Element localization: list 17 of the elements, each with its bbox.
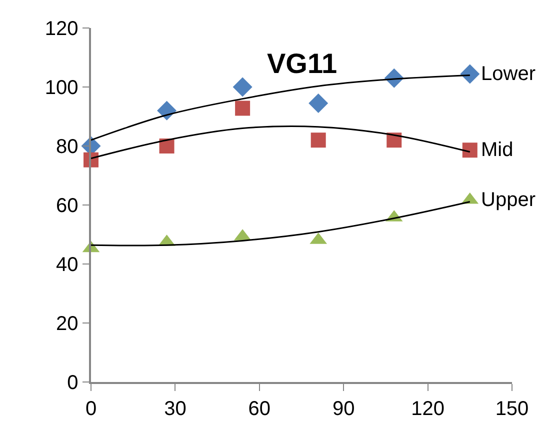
y-tick-label: 60 xyxy=(56,195,78,217)
y-tick-label: 0 xyxy=(67,372,78,394)
y-tick-label: 100 xyxy=(44,77,78,99)
text: VG11 xyxy=(267,48,338,79)
y-tick-label: 120 xyxy=(44,18,78,40)
x-tick-label: 150 xyxy=(495,398,529,420)
y-tick-label: 40 xyxy=(56,254,78,276)
series-label: Mid xyxy=(481,139,514,161)
x-tick-label: 120 xyxy=(411,398,444,420)
series-label: Lower xyxy=(481,63,536,85)
series-label: Upper xyxy=(481,189,536,211)
y-tick-label: 80 xyxy=(56,136,78,158)
x-tick-label: 0 xyxy=(85,398,97,420)
x-tick-label: 30 xyxy=(164,398,186,420)
x-tick-label: 90 xyxy=(332,398,355,420)
x-tick-label: 60 xyxy=(248,398,271,420)
y-tick-label: 20 xyxy=(56,313,78,335)
